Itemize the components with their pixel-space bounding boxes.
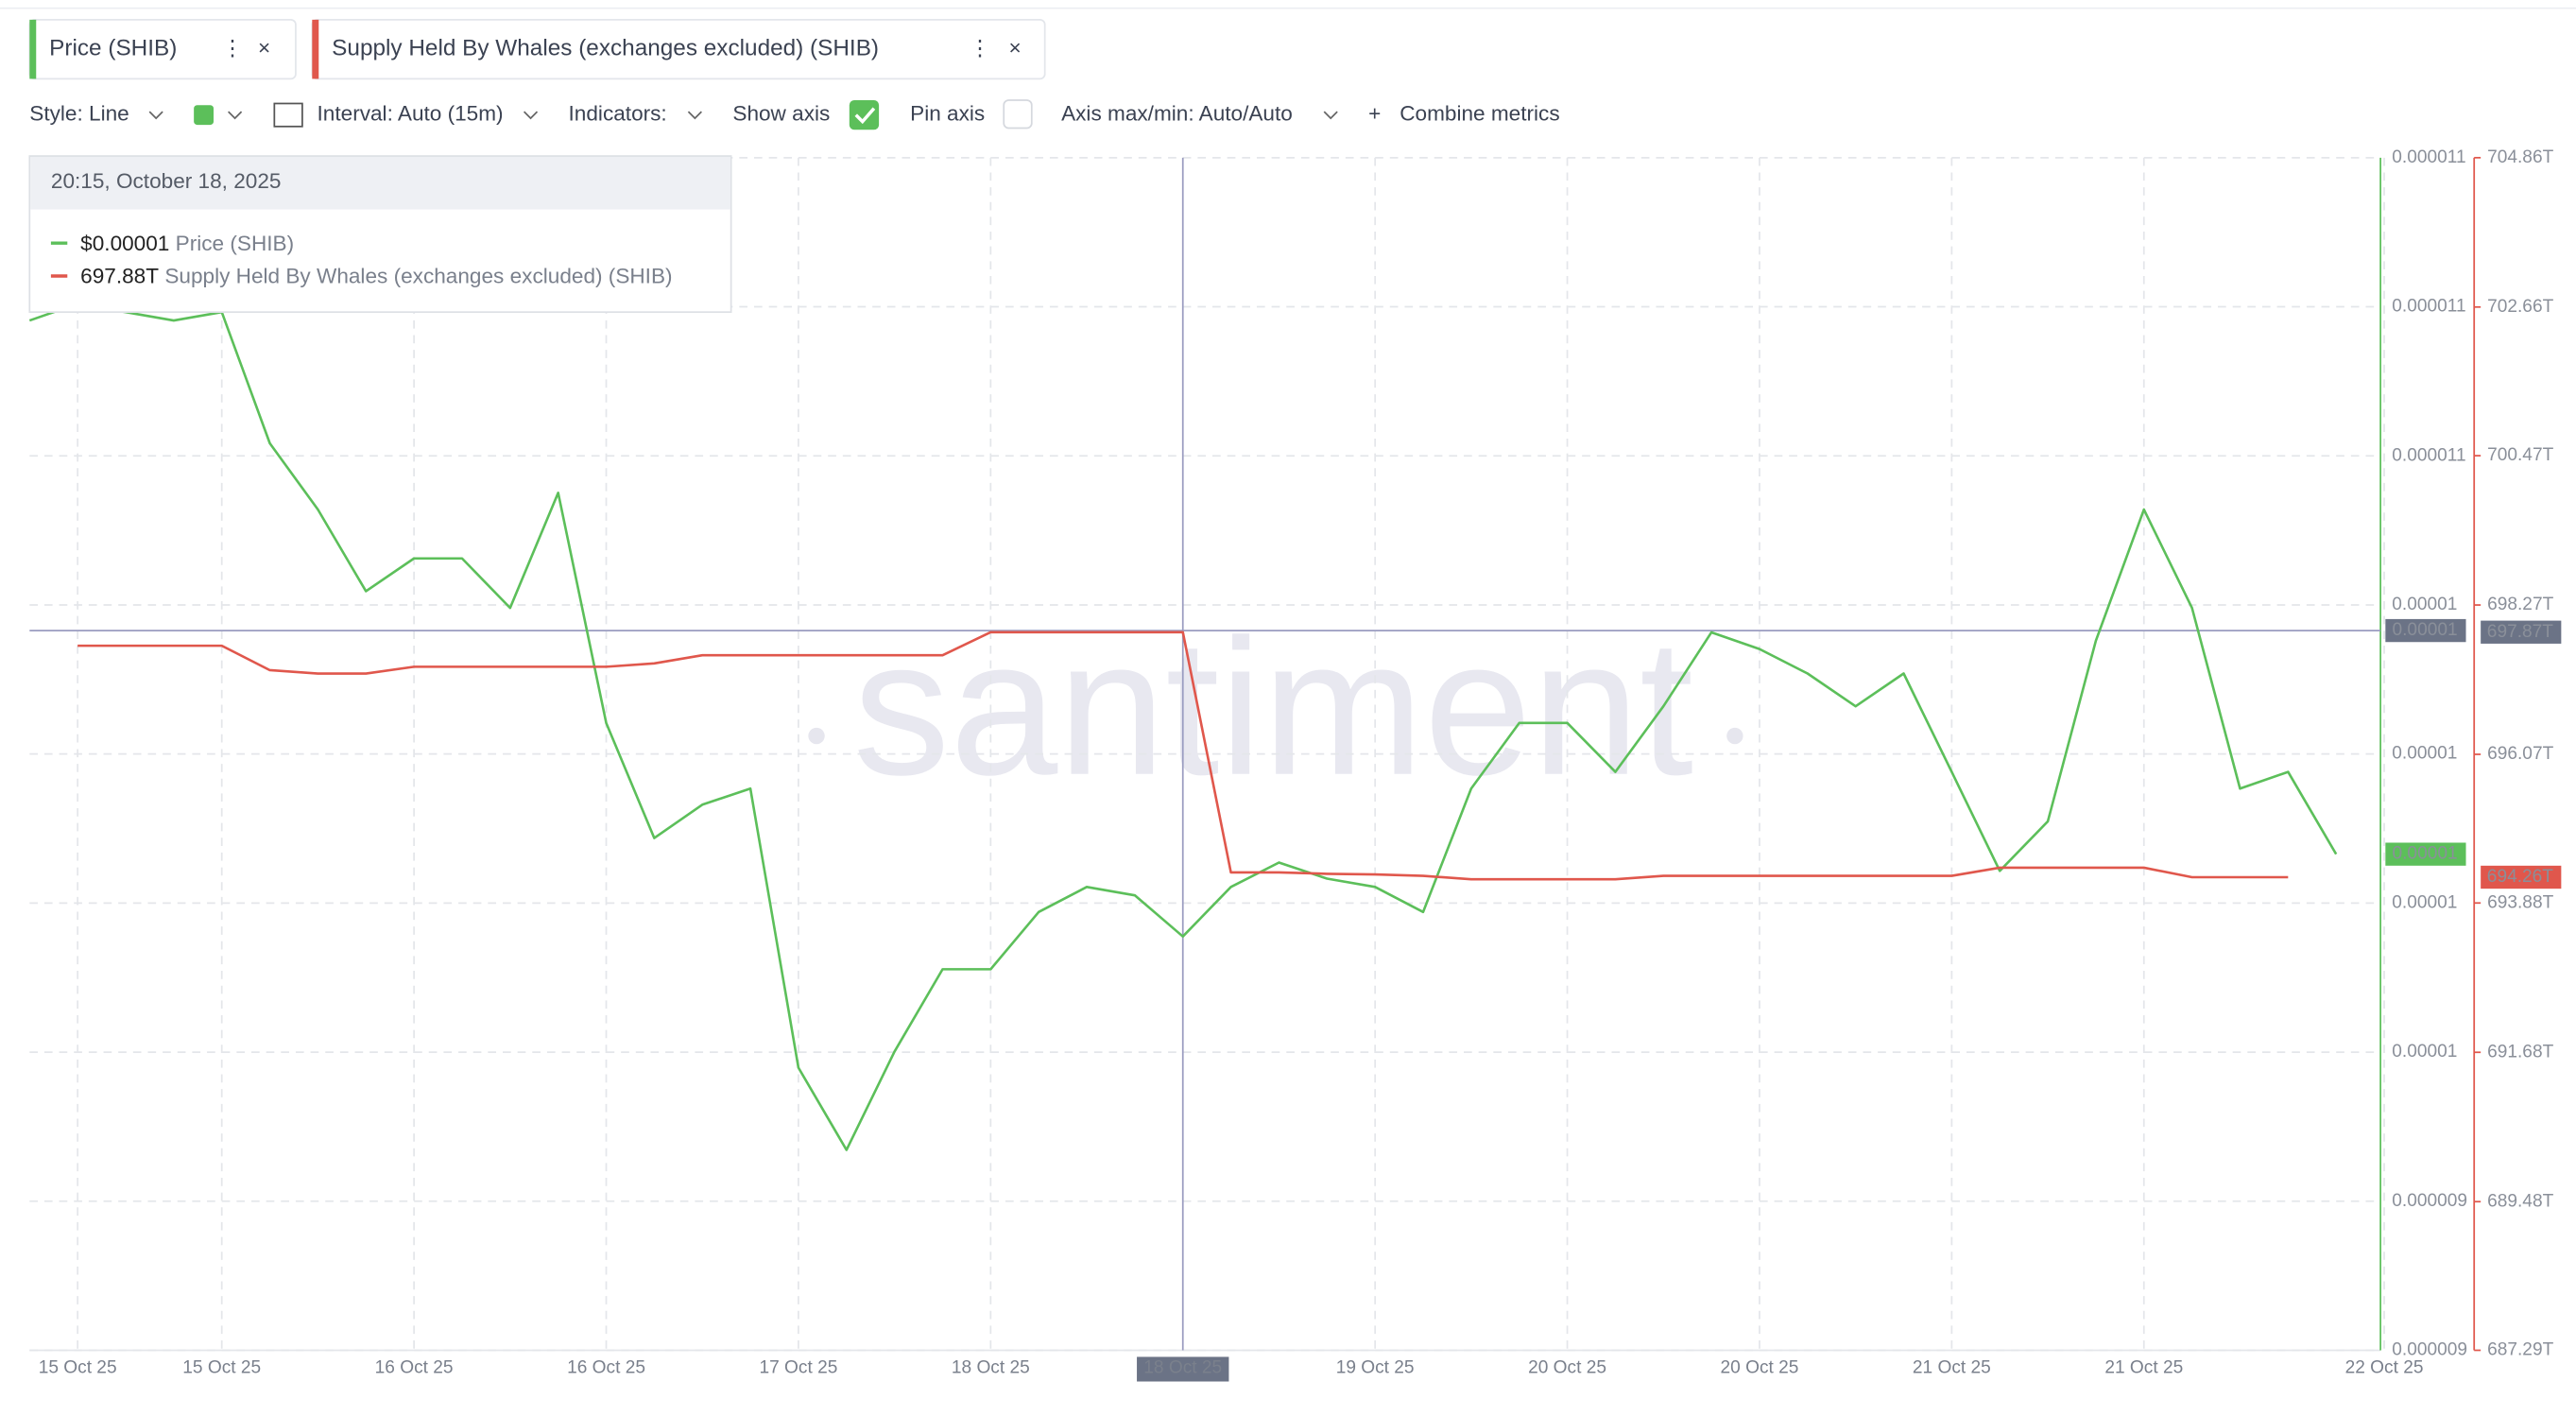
plus-icon: + <box>1368 102 1381 126</box>
y-tick-label: 0.000009 <box>2392 1340 2467 1360</box>
x-tick-label: 15 Oct 25 <box>182 1358 261 1378</box>
x-tick-label: 17 Oct 25 <box>759 1358 837 1378</box>
crosshair-tag <box>2385 618 2466 643</box>
chevron <box>228 111 243 120</box>
menu-icon[interactable]: ⋮ <box>222 36 244 60</box>
y-tick-label: 0.000011 <box>2392 147 2465 167</box>
metric-name: Price (SHIB) <box>49 36 177 61</box>
tooltip-name: Price (SHIB) <box>176 232 294 255</box>
y2-tick-label: 702.66T <box>2487 297 2553 317</box>
tooltip-value: $0.00001 <box>80 232 169 255</box>
watermark: santiment <box>808 599 1743 816</box>
y2-tick-label: 689.48T <box>2487 1191 2553 1211</box>
check <box>854 107 876 125</box>
x-tick-label: 18 Oct 25 <box>952 1358 1030 1378</box>
y-tick-label: 0.000011 <box>2392 297 2465 317</box>
color-picker[interactable] <box>194 105 215 126</box>
chip-color <box>29 19 37 79</box>
x-crosshair-tag <box>1137 1356 1229 1382</box>
x-tick-label: 15 Oct 25 <box>39 1358 117 1378</box>
y-tick-label: 0.00001 <box>2392 744 2457 764</box>
close-icon[interactable]: × <box>1008 36 1021 60</box>
tooltip-item: 697.88T Supply Held By Whales (exchanges… <box>80 265 672 288</box>
chevron <box>148 111 163 120</box>
pin-axis-label: Pin axis <box>910 102 985 126</box>
tooltip: 20:15, October 18, 2025 $0.00001 Price (… <box>28 155 732 314</box>
crosshair-tag <box>2481 620 2562 644</box>
tooltip-value: 697.88T <box>80 265 159 288</box>
indicators-select[interactable]: Indicators: <box>569 102 667 126</box>
y-tick-label: 0.000011 <box>2392 445 2465 465</box>
metric-name: Supply Held By Whales (exchanges exclude… <box>332 36 879 61</box>
close-icon[interactable]: × <box>258 36 270 60</box>
y-tick-label: 0.000009 <box>2392 1191 2467 1211</box>
crosshair-y-label: 0.00001 <box>2393 620 2458 640</box>
axis-minmax-select[interactable]: Axis max/min: Auto/Auto <box>1061 102 1293 126</box>
watermark-dot <box>1726 727 1743 745</box>
x-tick-label: 20 Oct 25 <box>1721 1358 1799 1378</box>
y2-tick-label: 704.86T <box>2487 147 2553 167</box>
y-tick-label: 0.00001 <box>2392 595 2457 614</box>
x-tick-label: 20 Oct 25 <box>1528 1358 1606 1378</box>
y2-tick-label: 687.29T <box>2487 1340 2553 1360</box>
interval-icon <box>273 102 303 128</box>
last-value-tag <box>2385 842 2466 866</box>
style-select[interactable]: Style: Line <box>29 102 129 126</box>
watermark-text: santiment <box>853 599 1693 816</box>
series-line <box>77 630 2289 881</box>
pin-axis-checkbox[interactable] <box>1003 99 1033 130</box>
tooltip-name: Supply Held By Whales (exchanges exclude… <box>164 265 672 288</box>
tooltip-item: $0.00001 Price (SHIB) <box>80 232 294 255</box>
x-tick-label: 21 Oct 25 <box>1913 1358 1991 1378</box>
tooltip-time: 20:15, October 18, 2025 <box>51 169 282 193</box>
crosshair-y2-label: 697.87T <box>2487 622 2553 642</box>
y2-tick-label: 700.47T <box>2487 445 2553 465</box>
show-axis-label: Show axis <box>732 102 830 126</box>
series-line <box>28 302 2338 1151</box>
watermark-dot <box>808 727 825 745</box>
last-value-label: 0.00001 <box>2393 844 2458 864</box>
chevron <box>1323 111 1338 120</box>
tooltip-header <box>30 156 730 210</box>
x-tick-label: 16 Oct 25 <box>375 1358 454 1378</box>
y2-tick-label: 693.88T <box>2487 892 2553 912</box>
x-tick-label: 21 Oct 25 <box>2104 1358 2183 1378</box>
x-tick-label: 18 Oct 25 <box>1143 1358 1222 1378</box>
chevron <box>687 111 702 120</box>
y2-tick-label: 696.07T <box>2487 744 2553 764</box>
interval-select[interactable]: Interval: Auto (15m) <box>318 102 504 126</box>
last-value-label: 694.26T <box>2487 867 2553 887</box>
y2-tick-label: 691.68T <box>2487 1042 2553 1062</box>
menu-icon[interactable]: ⋮ <box>970 36 991 60</box>
x-tick-label: 22 Oct 25 <box>2345 1358 2424 1378</box>
combine-metrics[interactable]: Combine metrics <box>1400 102 1559 126</box>
y-tick-label: 0.00001 <box>2392 1042 2457 1062</box>
show-axis-checkbox[interactable] <box>849 100 880 130</box>
chip-color <box>312 19 319 79</box>
chevron <box>523 111 539 120</box>
x-tick-label: 16 Oct 25 <box>567 1358 645 1378</box>
y2-tick-label: 698.27T <box>2487 595 2553 614</box>
x-tick-label: 19 Oct 25 <box>1336 1358 1415 1378</box>
y-tick-label: 0.00001 <box>2392 892 2457 912</box>
last-value-tag <box>2481 865 2562 889</box>
